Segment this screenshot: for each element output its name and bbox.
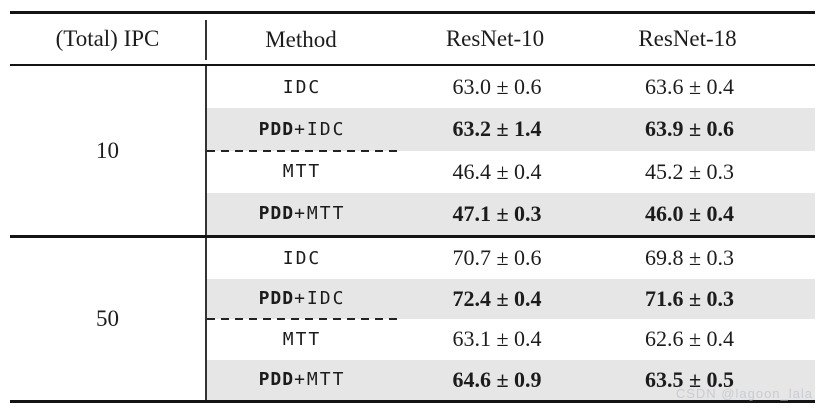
dashed-separator [207,149,399,152]
resnet10-value: 64.6 ± 0.9 [452,366,542,392]
resnet18-value: 71.6 ± 0.3 [644,285,735,311]
resnet18-value: 46.0 ± 0.4 [644,200,735,226]
dashed-separator [207,318,399,320]
table-row-pdd-idc: PDD+IDC 72.4 ± 0.4 71.6 ± 0.3 [207,278,815,319]
header-resnet18: ResNet-18 [638,26,737,51]
resnet10-value: 47.1 ± 0.3 [452,200,542,226]
resnet18-value: 45.2 ± 0.3 [644,158,735,184]
method-name: IDC [282,247,322,269]
method-label: PDD+MTT [207,203,397,224]
csdn-watermark: CSDN @lagoon_lala [675,386,813,401]
resnet10-value: 46.4 ± 0.4 [452,158,542,184]
method-label: MTT [207,161,397,182]
method-label: IDC [207,77,397,98]
resnet18-value: 63.9 ± 0.6 [644,116,735,142]
group-separator-rule [10,235,815,238]
resnet10-value: 70.7 ± 0.6 [452,245,542,271]
method-name: +MTT [294,369,346,391]
resnet10-value: 63.0 ± 0.6 [452,74,542,100]
table-bottom-rule [10,400,815,403]
method-label: PDD+IDC [207,119,397,140]
method-name: +MTT [294,203,346,225]
table-header-row: (Total) IPC Method ResNet-10 ResNet-18 [10,14,815,64]
method-name: MTT [282,161,322,183]
header-method: Method [205,20,395,60]
ipc-10-rows: IDC 63.0 ± 0.6 63.6 ± 0.4 PDD+IDC 63.2 ±… [205,66,815,235]
pdd-prefix: PDD [258,118,295,140]
table-row-pdd-idc: PDD+IDC 63.2 ± 1.4 63.9 ± 0.6 [207,108,815,151]
method-label: IDC [207,248,397,269]
header-total-ipc: (Total) IPC [55,26,160,51]
header-resnet10: ResNet-10 [445,26,545,51]
ipc-value: 10 [96,137,119,163]
method-name: IDC [282,76,322,98]
pdd-prefix: PDD [258,203,295,225]
table-row-pdd-mtt: PDD+MTT 47.1 ± 0.3 46.0 ± 0.4 [207,192,815,235]
resnet18-value: 63.6 ± 0.4 [644,74,735,100]
resnet18-value: 62.6 ± 0.4 [644,326,735,352]
pdd-prefix: PDD [258,288,295,310]
ipc-50-rows: IDC 70.7 ± 0.6 69.8 ± 0.3 PDD+IDC 72.4 ±… [205,238,815,400]
ipc-10-group: 10 IDC 63.0 ± 0.6 63.6 ± 0.4 PDD+IDC 63.… [10,66,815,235]
method-label: PDD+MTT [207,369,397,390]
pdd-prefix: PDD [258,369,295,391]
ipc-value: 50 [96,306,119,331]
method-name: +IDC [294,118,346,140]
method-name: MTT [282,328,322,350]
resnet10-value: 72.4 ± 0.4 [452,285,542,311]
table-row-idc: IDC 70.7 ± 0.6 69.8 ± 0.3 [207,238,815,279]
ipc-50-group: 50 IDC 70.7 ± 0.6 69.8 ± 0.3 PDD+IDC 72.… [10,238,815,400]
header-bottom-rule [10,64,815,66]
table-row-mtt: MTT 63.1 ± 0.4 62.6 ± 0.4 [207,319,815,360]
resnet10-value: 63.2 ± 1.4 [452,116,542,142]
resnet18-value: 69.8 ± 0.3 [644,245,735,271]
table-row-mtt: MTT 46.4 ± 0.4 45.2 ± 0.3 [207,151,815,193]
table-top-rule [10,11,815,14]
resnet18-value: 63.5 ± 0.5 [644,366,735,392]
method-name: +IDC [294,288,346,310]
method-label: MTT [207,329,397,350]
resnet10-value: 63.1 ± 0.4 [452,326,542,352]
table-row-idc: IDC 63.0 ± 0.6 63.6 ± 0.4 [207,66,815,108]
table-row-pdd-mtt: PDD+MTT 64.6 ± 0.9 63.5 ± 0.5 [207,359,815,400]
method-label: PDD+IDC [207,288,397,309]
